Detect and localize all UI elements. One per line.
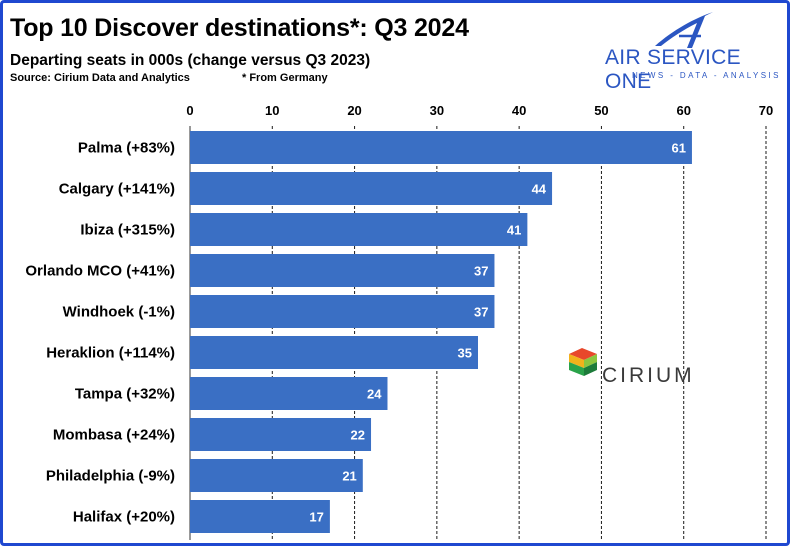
category-label: Orlando MCO (+41%) [25,263,175,280]
x-tick-label: 60 [676,103,690,118]
aso-wing-mark [655,12,713,48]
bar [190,500,330,533]
bar [190,213,528,246]
bar [190,254,495,287]
data-label: 24 [367,387,382,402]
x-tick-label: 70 [759,103,773,118]
air-service-one-wordmark: AIR SERVICE ONE [605,46,741,93]
data-label: 37 [474,305,488,320]
bar [190,295,495,328]
x-tick-label: 10 [265,103,279,118]
cirium-logo-icon [569,348,597,376]
air-service-one-logo-icon [655,12,713,48]
bar [190,336,478,369]
chart-title: Top 10 Discover destinations*: Q3 2024 [10,14,469,42]
cirium-wordmark: CIRIUM [602,364,695,387]
x-tick-label: 40 [512,103,526,118]
x-tick-label: 50 [594,103,608,118]
data-label: 21 [342,469,356,484]
x-tick-label: 20 [347,103,361,118]
category-label: Tampa (+32%) [75,386,175,403]
chart-subtitle: Departing seats in 000s (change versus Q… [10,52,371,69]
data-label: 61 [671,141,685,156]
bar [190,377,388,410]
data-label: 37 [474,264,488,279]
category-label: Mombasa (+24%) [53,427,175,444]
category-label: Heraklion (+114%) [46,345,175,362]
bar [190,418,372,451]
bar [190,459,363,492]
footnote: * From Germany [242,72,328,84]
category-label: Halifax (+20%) [73,509,175,526]
data-label: 35 [458,346,472,361]
data-label: 17 [309,510,323,525]
x-tick-label: 0 [186,103,193,118]
source-note: Source: Cirium Data and Analytics [10,72,190,84]
bar [190,131,692,164]
x-tick-label: 30 [430,103,444,118]
category-label: Ibiza (+315%) [80,222,175,239]
category-label: Philadelphia (-9%) [46,468,175,485]
data-label: 22 [351,428,365,443]
air-service-one-tagline: NEWS - DATA - ANALYSIS [632,71,781,80]
data-label: 44 [532,182,547,197]
category-label: Calgary (+141%) [59,181,175,198]
data-label: 41 [507,223,521,238]
category-label: Windhoek (-1%) [63,304,175,321]
bar [190,172,553,205]
category-label: Palma (+83%) [78,140,175,157]
